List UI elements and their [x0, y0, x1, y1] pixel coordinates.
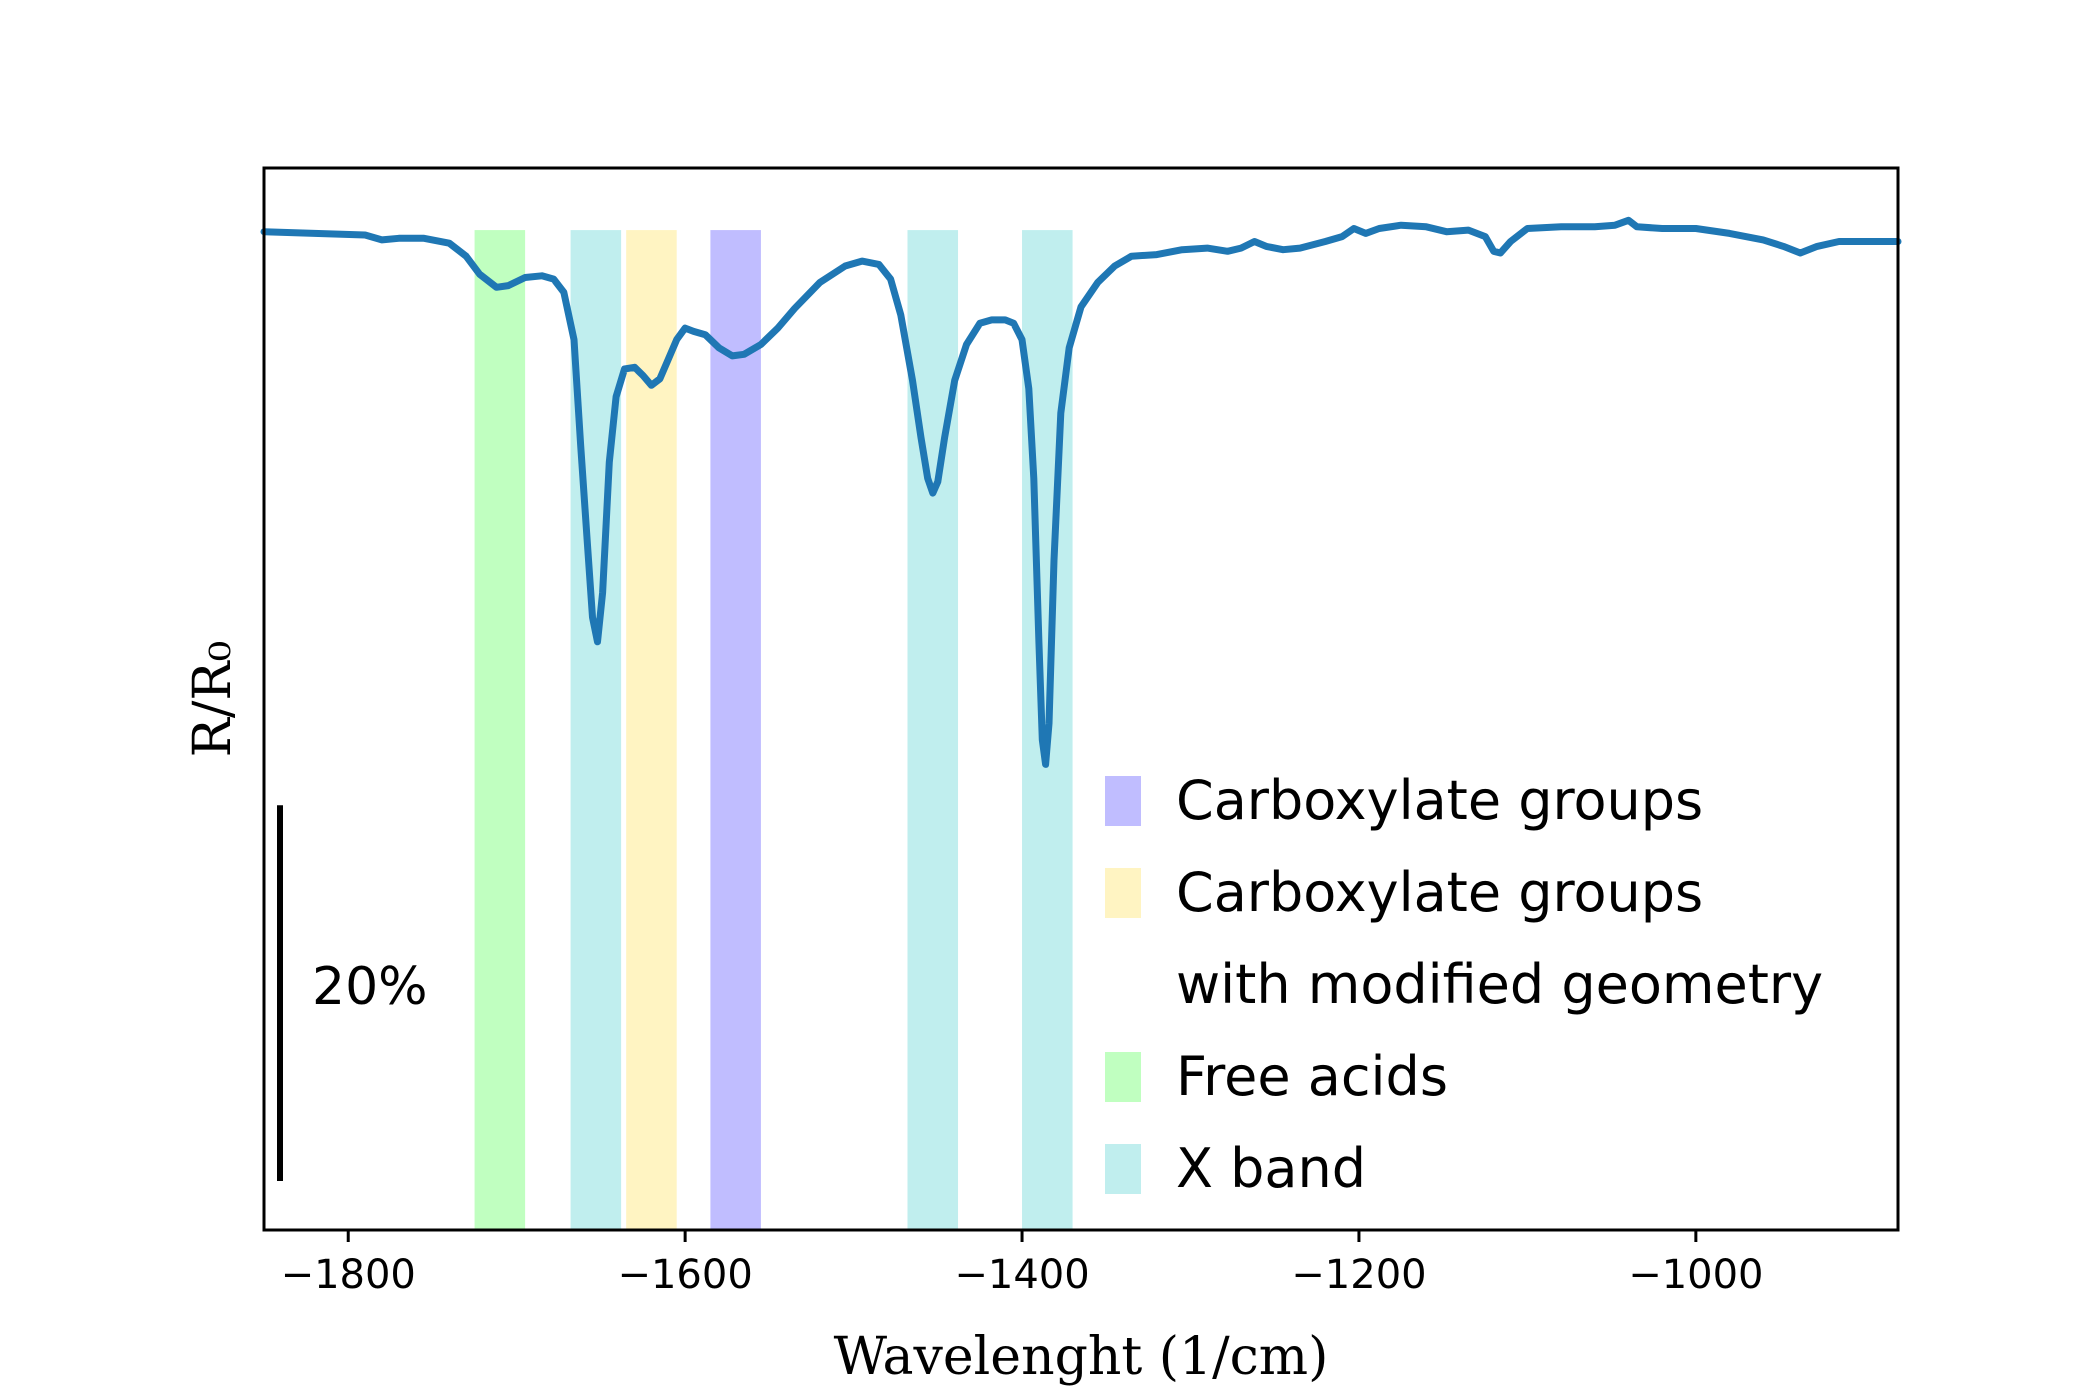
- x-axis-ticks: −1800 −1600 −1400 −1200 −1000: [281, 1230, 1764, 1298]
- legend-swatch-1: [1105, 868, 1141, 918]
- x-tick-label: −1800: [281, 1252, 416, 1298]
- legend-label-1: with modified geometry: [1176, 953, 1823, 1016]
- scale-bar: 20%: [277, 805, 428, 1181]
- band-highlights: [474, 230, 1073, 1230]
- legend: Carboxylate groups Carboxylate groups with…: [1105, 769, 1823, 1200]
- x-tick-label: −1600: [617, 1252, 752, 1298]
- y-axis-label: R/R₀: [183, 641, 243, 758]
- x-tick-label: −1200: [1291, 1252, 1426, 1298]
- band-2: [626, 230, 677, 1230]
- legend-swatch-3: [1105, 1144, 1141, 1194]
- plot-frame: [262, 166, 1900, 1232]
- x-tick-label: −1000: [1628, 1252, 1763, 1298]
- legend-label-2: Free acids: [1176, 1045, 1448, 1108]
- scale-bar-label: 20%: [312, 957, 428, 1017]
- legend-swatch-0: [1105, 776, 1141, 826]
- band-3: [710, 230, 761, 1230]
- series-line-0: [260, 216, 1902, 768]
- band-0: [474, 230, 526, 1230]
- legend-swatch-2: [1105, 1052, 1141, 1102]
- x-tick-label: −1400: [954, 1252, 1089, 1298]
- legend-label-1: Carboxylate groups: [1176, 861, 1703, 924]
- legend-label-0: Carboxylate groups: [1176, 769, 1703, 832]
- x-axis-label: Wavelenght (1/cm): [834, 1327, 1329, 1387]
- series-layer: [260, 216, 1902, 768]
- legend-label-3: X band: [1176, 1137, 1366, 1200]
